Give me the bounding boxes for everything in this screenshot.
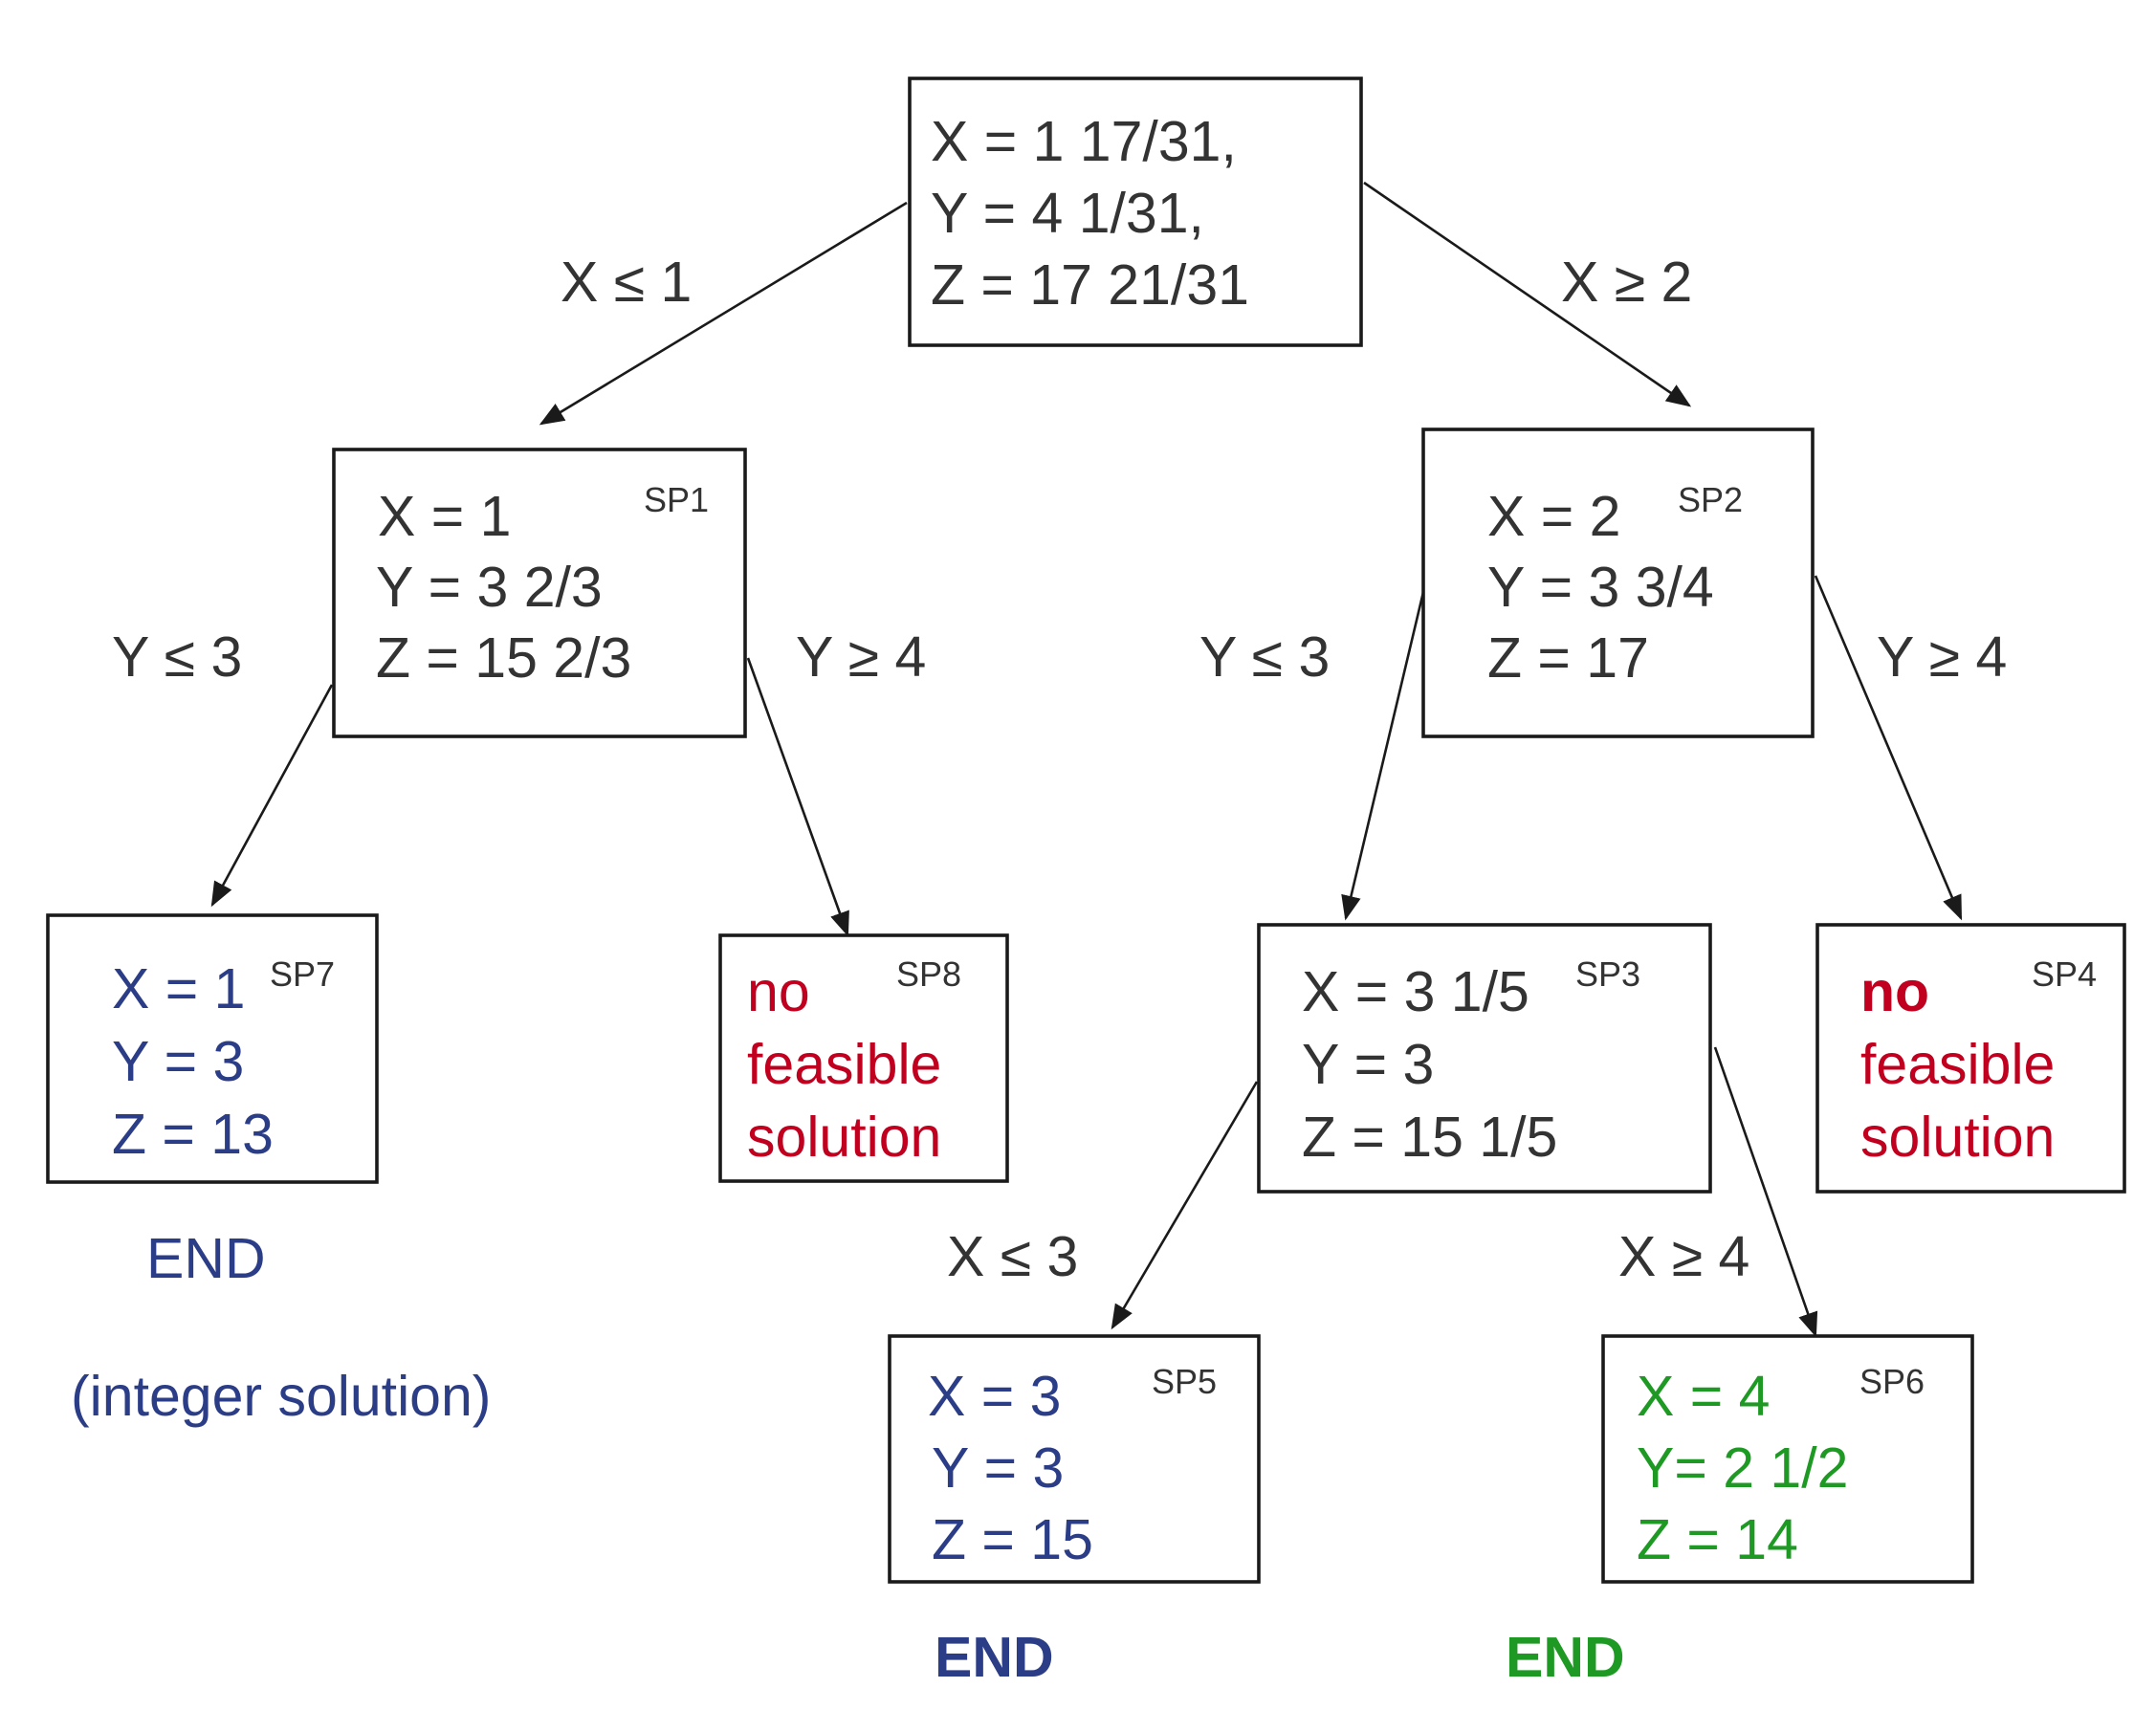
root-x-value: X = 1 17/31, [931, 110, 1237, 173]
sp5-y-value: Y = 3 [932, 1436, 1064, 1500]
sp3-z-value: Z = 15 1/5 [1302, 1106, 1557, 1169]
sp7-z-value: Z = 13 [112, 1103, 274, 1166]
root-z-value: Z = 17 21/31 [931, 253, 1249, 317]
sp4-line-3: solution [1860, 1106, 2055, 1169]
branch-label-sp3-right: X ≥ 4 [1618, 1225, 1749, 1288]
sp2-z-value: Z = 17 [1487, 626, 1649, 690]
sp7-end-label: END [146, 1227, 266, 1290]
sp5-tag: SP5 [1152, 1362, 1217, 1401]
branch-label-sp1-right: Y ≥ 4 [796, 625, 926, 689]
sp3-y-value: Y = 3 [1302, 1033, 1434, 1096]
sp6-z-value: Z = 14 [1637, 1508, 1798, 1571]
sp7-x-value: X = 1 [112, 957, 245, 1020]
sp6-tag: SP6 [1859, 1362, 1925, 1401]
sp1-x-value: X = 1 [378, 485, 511, 548]
edge-root-sp2 [1363, 181, 1692, 407]
sp2-y-value: Y = 3 3/4 [1487, 556, 1714, 619]
sp6-end-label: END [1506, 1626, 1625, 1689]
sp1-tag: SP1 [644, 480, 709, 519]
root-y-value: Y = 4 1/31, [931, 182, 1204, 245]
sp1-y-value: Y = 3 2/3 [376, 556, 603, 619]
sp6-x-value: X = 4 [1637, 1365, 1770, 1428]
sp5-x-value: X = 3 [928, 1365, 1061, 1428]
branch-label-root-left: X ≤ 1 [561, 251, 692, 314]
node-root: X = 1 17/31, Y = 4 1/31, Z = 17 21/31 [908, 77, 1363, 347]
sp2-x-value: X = 2 [1487, 485, 1620, 548]
sp4-line-1: no [1860, 960, 1929, 1023]
node-sp5: SP5 X = 3 Y = 3 Z = 15 [888, 1334, 1261, 1584]
sp4-tag: SP4 [2032, 954, 2097, 994]
sp3-tag: SP3 [1575, 954, 1640, 994]
sp8-line-1: no [747, 960, 810, 1023]
edge-root-sp1 [539, 201, 908, 426]
sp4-line-2: feasible [1860, 1033, 2055, 1096]
branch-label-root-right: X ≥ 2 [1561, 251, 1692, 314]
edge-sp1-sp8 [746, 657, 849, 937]
node-sp2: SP2 X = 2 Y = 3 3/4 Z = 17 [1421, 428, 1815, 738]
node-sp3: SP3 X = 3 1/5 Y = 3 Z = 15 1/5 [1257, 923, 1712, 1194]
sp6-y-value: Y= 2 1/2 [1637, 1436, 1848, 1500]
branch-label-sp3-left: X ≤ 3 [947, 1225, 1078, 1288]
branch-label-sp2-right: Y ≥ 4 [1877, 625, 2007, 689]
sp8-line-3: solution [747, 1106, 941, 1169]
node-sp8: SP8 no feasible solution [718, 933, 1009, 1183]
edge-sp3-sp5 [1111, 1081, 1259, 1330]
sp7-integer-note: (integer solution) [71, 1365, 491, 1428]
sp5-z-value: Z = 15 [932, 1508, 1093, 1571]
node-sp7: SP7 X = 1 Y = 3 Z = 13 [46, 913, 379, 1184]
node-sp4: SP4 no feasible solution [1815, 923, 2126, 1194]
sp5-end-label: END [935, 1626, 1054, 1689]
branch-label-sp2-left: Y ≤ 3 [1199, 625, 1330, 689]
sp7-tag: SP7 [270, 954, 335, 994]
edge-sp2-sp4 [1814, 575, 1963, 921]
sp2-tag: SP2 [1678, 480, 1743, 519]
sp8-line-2: feasible [747, 1033, 941, 1096]
sp1-z-value: Z = 15 2/3 [376, 626, 631, 690]
node-sp1: SP1 X = 1 Y = 3 2/3 Z = 15 2/3 [332, 448, 747, 738]
sp7-y-value: Y = 3 [112, 1030, 244, 1093]
edge-sp3-sp6 [1713, 1046, 1818, 1338]
branch-label-sp1-left: Y ≤ 3 [112, 625, 242, 689]
edge-sp1-sp7 [210, 684, 334, 908]
node-sp6: SP6 X = 4 Y= 2 1/2 Z = 14 [1601, 1334, 1974, 1584]
sp8-tag: SP8 [896, 954, 961, 994]
sp3-x-value: X = 3 1/5 [1302, 960, 1529, 1023]
edge-sp2-sp3 [1341, 591, 1425, 921]
